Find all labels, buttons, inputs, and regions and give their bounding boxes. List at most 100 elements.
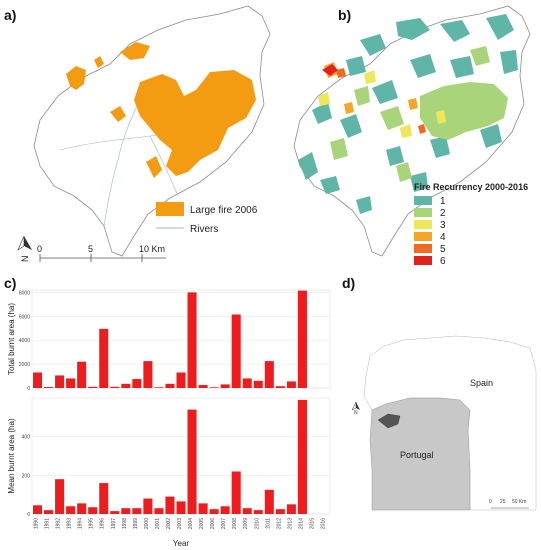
total-chart-bar-1992 (55, 375, 65, 388)
total-chart-bar-1999 (132, 379, 142, 388)
total-chart-bar-2011 (264, 361, 274, 388)
mean-chart-xtick-2013: 2013 (287, 518, 293, 529)
mean-chart-ylabel: Mean burnt area (ha) (7, 418, 16, 493)
mean-chart-xtick-1993: 1993 (67, 518, 73, 529)
recurrency-class-3 (318, 70, 446, 138)
panel-c-label: c) (4, 275, 16, 291)
panel-a: a) Large fire 2006 Rivers N (4, 5, 271, 263)
legend-class-label-1: 1 (440, 196, 446, 207)
north-label-d: N (354, 410, 358, 416)
mean-chart-bar-1996 (99, 483, 109, 514)
scale-tick-a-0: 0 (37, 244, 42, 254)
total-chart-bar-2000 (143, 361, 153, 388)
mean-chart-bar-1995 (88, 507, 98, 514)
total-chart-bar-2001 (154, 387, 164, 388)
recurrency-class-6 (322, 64, 338, 76)
total-chart-bar-1993 (66, 378, 76, 388)
large-fire-2006 (66, 42, 256, 178)
mean-chart-xtick-1999: 1999 (133, 518, 139, 529)
scale-tick-d-1: 25 (500, 499, 506, 505)
scale-tick-d-2: 50 Km (512, 499, 526, 505)
mean-chart-bar-1997 (110, 511, 120, 514)
north-arrow-icon-d (351, 401, 360, 411)
mean-chart-xtick-1998: 1998 (122, 518, 128, 529)
mean-chart-xtick-1990: 1990 (34, 518, 40, 529)
mean-chart-bar-1990 (32, 505, 43, 514)
total-chart-bar-1998 (121, 383, 131, 388)
total-chart-ylabel: Total burnt area (ha) (7, 303, 16, 375)
panel-a-label: a) (4, 7, 16, 23)
mean-chart-bar-1999 (132, 508, 142, 514)
mean-chart-xtick-2010: 2010 (254, 518, 260, 529)
panel-d: d) Spain Portugal N 0 25 50 Km (342, 275, 537, 511)
portugal-region (369, 397, 471, 511)
mean-chart-xtick-2015: 2015 (309, 518, 315, 529)
recurrency-class-2 (330, 46, 508, 182)
mean-chart-bar-2002 (165, 496, 175, 514)
north-label-a: N (20, 256, 30, 263)
mean-chart-bar-2014 (297, 399, 307, 514)
mean-chart-bar-2007 (220, 506, 230, 514)
mean-chart-bar-2004 (187, 409, 197, 514)
mean-chart-xtick-2007: 2007 (221, 518, 227, 529)
legend-recurrency-title: Fire Recurrency 2000-2016 (414, 182, 528, 192)
total-chart-bar-2009 (242, 378, 252, 388)
north-arrow-icon-a (17, 235, 32, 251)
mean-chart-bar-2012 (275, 509, 285, 514)
mean-chart-ytick-1: 200 (22, 473, 31, 479)
mean-chart-xtick-2005: 2005 (199, 518, 205, 529)
mean-chart-xtick-1991: 1991 (45, 518, 51, 529)
legend-class-swatch-3 (414, 220, 432, 229)
legend-class-label-4: 4 (440, 232, 446, 243)
legend-class-label-2: 2 (440, 208, 446, 219)
mean-chart-xtick-1996: 1996 (100, 518, 106, 529)
mean-chart-bar-1991 (44, 510, 54, 514)
mean-chart-xtick-2003: 2003 (177, 518, 183, 529)
total-chart-bar-2013 (286, 381, 296, 388)
mean-chart-xtick-2000: 2000 (144, 518, 150, 529)
total-chart-ytick-2: 4000 (19, 338, 30, 344)
mean-chart-bar-2011 (264, 489, 274, 514)
total-burnt-area-chart: 0 2000 4000 6000 8000 Total burnt area (ha) (7, 289, 331, 392)
total-chart-ytick-1: 2000 (19, 362, 30, 368)
mean-chart-bar-2001 (154, 508, 164, 514)
recurrency-class-5 (336, 68, 426, 134)
mean-chart-xtick-2001: 2001 (155, 518, 161, 529)
total-chart-bar-2008 (231, 314, 241, 388)
mean-chart-ytick-2: 400 (22, 435, 31, 441)
mean-chart-xtick-2008: 2008 (232, 518, 238, 529)
mean-chart-xlabel: Year (173, 539, 190, 548)
total-chart-bar-1994 (77, 361, 87, 388)
mean-chart-ytick-0: 0 (27, 512, 30, 518)
legend-rivers-label: Rivers (190, 224, 218, 235)
mean-chart-xtick-2002: 2002 (166, 518, 172, 529)
total-chart-ytick-0: 0 (27, 386, 30, 392)
mean-chart-bar-2008 (231, 471, 241, 514)
mean-chart-bar-2009 (242, 508, 252, 514)
total-chart-bar-2007 (220, 384, 230, 388)
legend-class-swatch-5 (414, 244, 432, 253)
legend-fire-swatch (156, 202, 184, 216)
total-chart-bar-2012 (275, 386, 285, 388)
legend-fire-label: Large fire 2006 (190, 205, 258, 216)
total-chart-bar-2006 (209, 387, 219, 388)
mean-chart-xtick-2011: 2011 (265, 518, 271, 529)
mean-chart-xtick-2004: 2004 (188, 518, 194, 529)
mean-chart-xtick-2012: 2012 (276, 518, 282, 529)
total-chart-bar-2005 (198, 385, 208, 388)
portugal-label: Portugal (400, 450, 434, 460)
mean-chart-bar-1993 (66, 506, 76, 514)
mean-chart-xtick-1997: 1997 (111, 518, 117, 529)
scale-tick-a-2: 10 Km (139, 244, 165, 254)
scale-tick-d-0: 0 (489, 499, 492, 505)
recurrency-class-1 (298, 14, 518, 214)
study-area-location (377, 413, 401, 429)
total-chart-bar-2014 (297, 290, 307, 388)
total-chart-bar-2010 (253, 380, 263, 388)
scale-bar-a (39, 254, 166, 262)
mean-chart-plot-area (31, 397, 331, 515)
mean-chart-bar-1998 (121, 508, 131, 514)
